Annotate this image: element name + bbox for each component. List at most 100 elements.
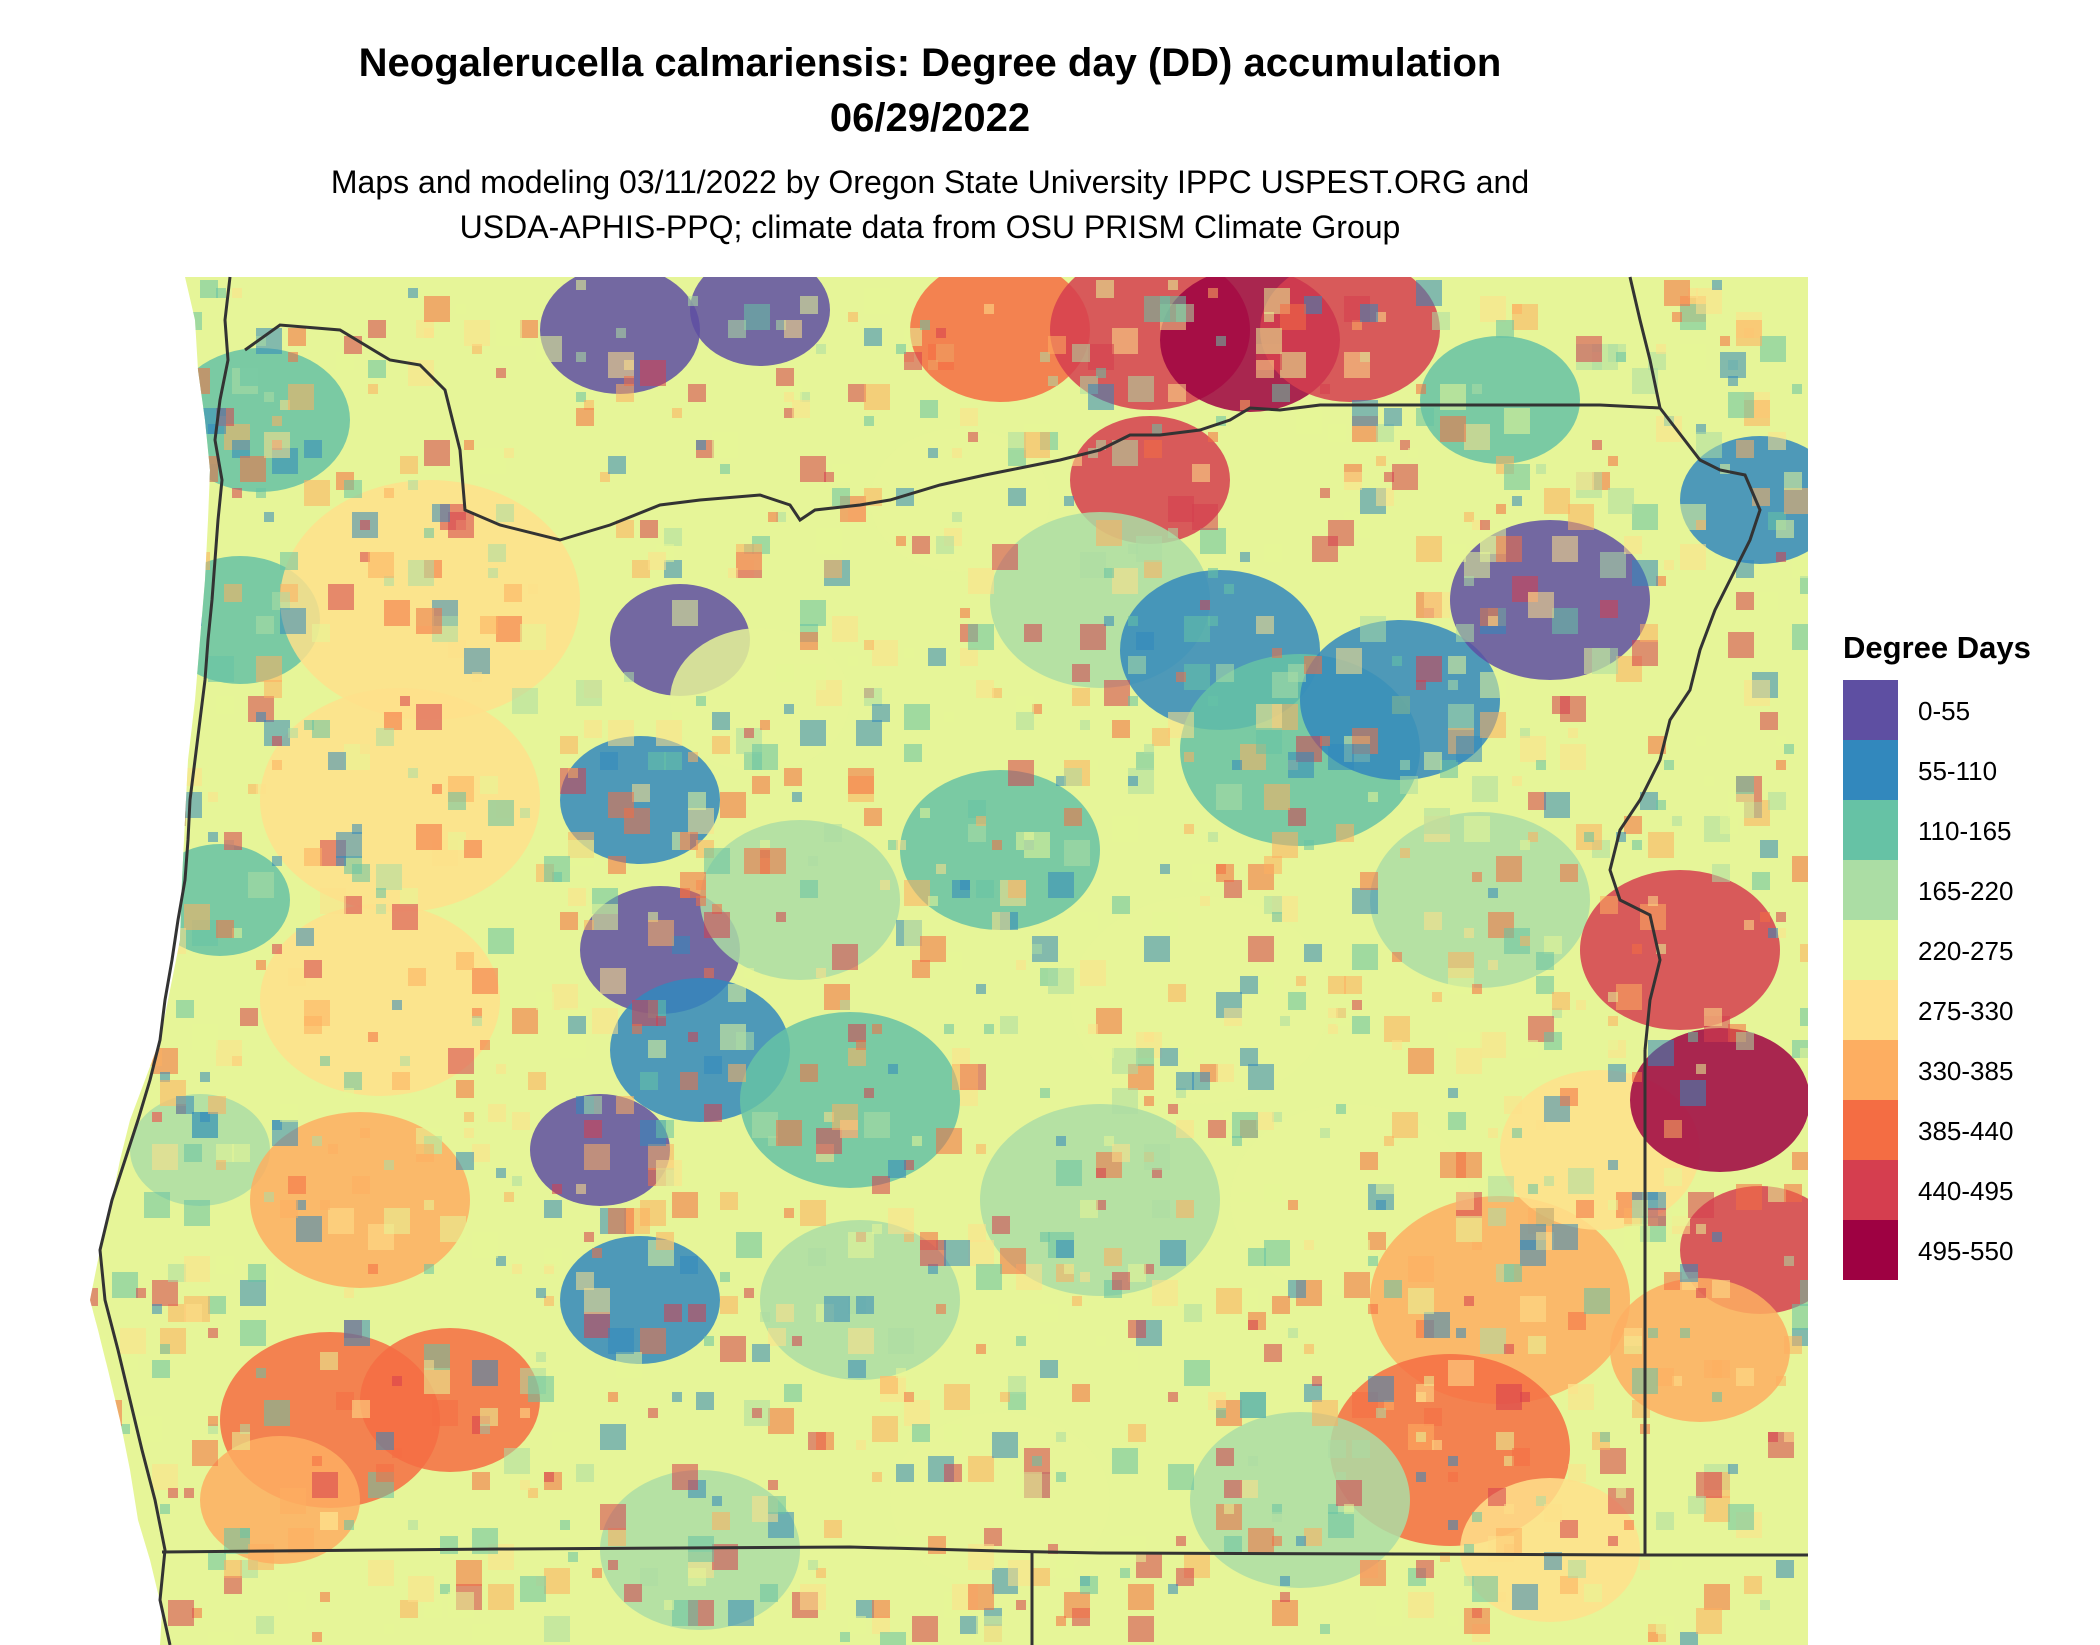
raster-cell xyxy=(1568,504,1594,530)
raster-cell xyxy=(272,760,282,770)
raster-cell xyxy=(1800,576,1808,594)
raster-cell xyxy=(312,1456,322,1466)
raster-cell xyxy=(1128,776,1138,786)
raster-cell xyxy=(1128,544,1138,554)
raster-cell xyxy=(80,832,90,842)
raster-cell xyxy=(400,888,418,906)
raster-cell xyxy=(608,720,634,746)
raster-cell xyxy=(1376,1200,1386,1210)
raster-cell xyxy=(816,968,826,978)
raster-cell xyxy=(1568,1560,1586,1578)
raster-cell xyxy=(1320,736,1330,746)
raster-cell xyxy=(920,400,938,418)
raster-cell xyxy=(936,1304,946,1314)
raster-cell xyxy=(480,1408,498,1426)
raster-cell xyxy=(1504,464,1530,490)
raster-cell xyxy=(368,1560,394,1586)
raster-cell xyxy=(1400,848,1410,858)
raster-cell xyxy=(488,928,514,954)
legend-label: 330-385 xyxy=(1918,1056,2014,1086)
raster-cell xyxy=(584,1144,610,1170)
raster-cell xyxy=(352,1176,370,1194)
raster-cell xyxy=(1736,440,1754,458)
raster-cell xyxy=(1080,720,1090,730)
raster-cell xyxy=(648,1408,658,1418)
raster-cell xyxy=(1592,440,1602,450)
raster-cell xyxy=(1008,760,1034,786)
raster-cell xyxy=(1728,632,1754,658)
raster-cell xyxy=(1024,832,1050,858)
raster-cell xyxy=(1056,1560,1074,1578)
raster-cell xyxy=(1584,832,1594,842)
raster-cell xyxy=(1152,424,1162,434)
raster-cell xyxy=(1424,1408,1442,1426)
raster-cell xyxy=(90,1432,98,1450)
raster-cell xyxy=(288,1592,306,1610)
raster-cell xyxy=(744,848,770,874)
raster-cell xyxy=(1288,1200,1298,1210)
raster-cell xyxy=(1776,736,1786,746)
raster-cell xyxy=(648,920,674,946)
raster-cell xyxy=(384,488,394,498)
raster-cell xyxy=(456,1560,482,1586)
raster-cell xyxy=(1352,1000,1362,1010)
raster-cell xyxy=(976,1144,986,1154)
raster-cell xyxy=(1520,1040,1538,1058)
raster-cell xyxy=(792,400,810,418)
raster-cell xyxy=(1696,520,1706,530)
raster-cell xyxy=(90,1288,98,1306)
raster-cell xyxy=(1192,504,1218,530)
raster-cell xyxy=(1568,1464,1586,1482)
raster-cell xyxy=(912,536,930,554)
raster-cell xyxy=(392,1072,410,1090)
raster-cell xyxy=(1080,960,1106,986)
raster-cell xyxy=(1648,896,1658,906)
raster-cell xyxy=(928,1264,938,1274)
raster-cell xyxy=(1736,592,1754,610)
raster-cell xyxy=(1416,1432,1426,1442)
raster-cell xyxy=(264,512,274,522)
raster-cell xyxy=(336,352,354,370)
raster-cell xyxy=(800,1200,826,1226)
raster-cell xyxy=(928,648,946,666)
raster-cell xyxy=(520,808,530,818)
raster-cell xyxy=(1096,520,1122,546)
raster-cell xyxy=(1328,744,1354,770)
raster-cell xyxy=(1480,1328,1506,1354)
raster-cell xyxy=(1320,1128,1330,1138)
raster-cell xyxy=(1464,576,1474,586)
raster-cell xyxy=(1272,1296,1290,1314)
raster-cell xyxy=(472,1360,498,1386)
raster-cell xyxy=(1480,520,1490,530)
raster-cell xyxy=(1760,840,1778,858)
raster-cell xyxy=(728,568,738,578)
raster-cell xyxy=(1112,816,1138,842)
raster-cell xyxy=(808,856,818,866)
raster-zone xyxy=(1580,870,1780,1030)
raster-cell xyxy=(344,1288,354,1298)
raster-cell xyxy=(440,1584,450,1594)
raster-cell xyxy=(936,1128,962,1154)
raster-cell xyxy=(1112,1088,1138,1114)
raster-cell xyxy=(952,1048,970,1066)
raster-cell xyxy=(424,296,450,322)
raster-cell xyxy=(1048,872,1074,898)
raster-cell xyxy=(1384,1280,1402,1298)
raster-cell xyxy=(672,1464,698,1490)
raster-cell xyxy=(904,1232,914,1242)
raster-cell xyxy=(728,1064,746,1082)
raster-cell xyxy=(248,1544,274,1570)
raster-cell xyxy=(1216,664,1234,682)
raster-cell xyxy=(1728,792,1754,818)
raster-cell xyxy=(1504,1264,1522,1282)
raster-cell xyxy=(1304,1240,1314,1250)
raster-cell xyxy=(152,1304,162,1314)
raster-cell xyxy=(1144,744,1154,754)
raster-cell xyxy=(1560,864,1578,882)
raster-cell xyxy=(1056,1472,1066,1482)
raster-cell xyxy=(1448,1456,1458,1466)
raster-cell xyxy=(1520,840,1530,850)
legend-label: 55-110 xyxy=(1918,756,1998,786)
raster-cell xyxy=(584,1232,594,1242)
raster-cell xyxy=(1680,1080,1706,1106)
